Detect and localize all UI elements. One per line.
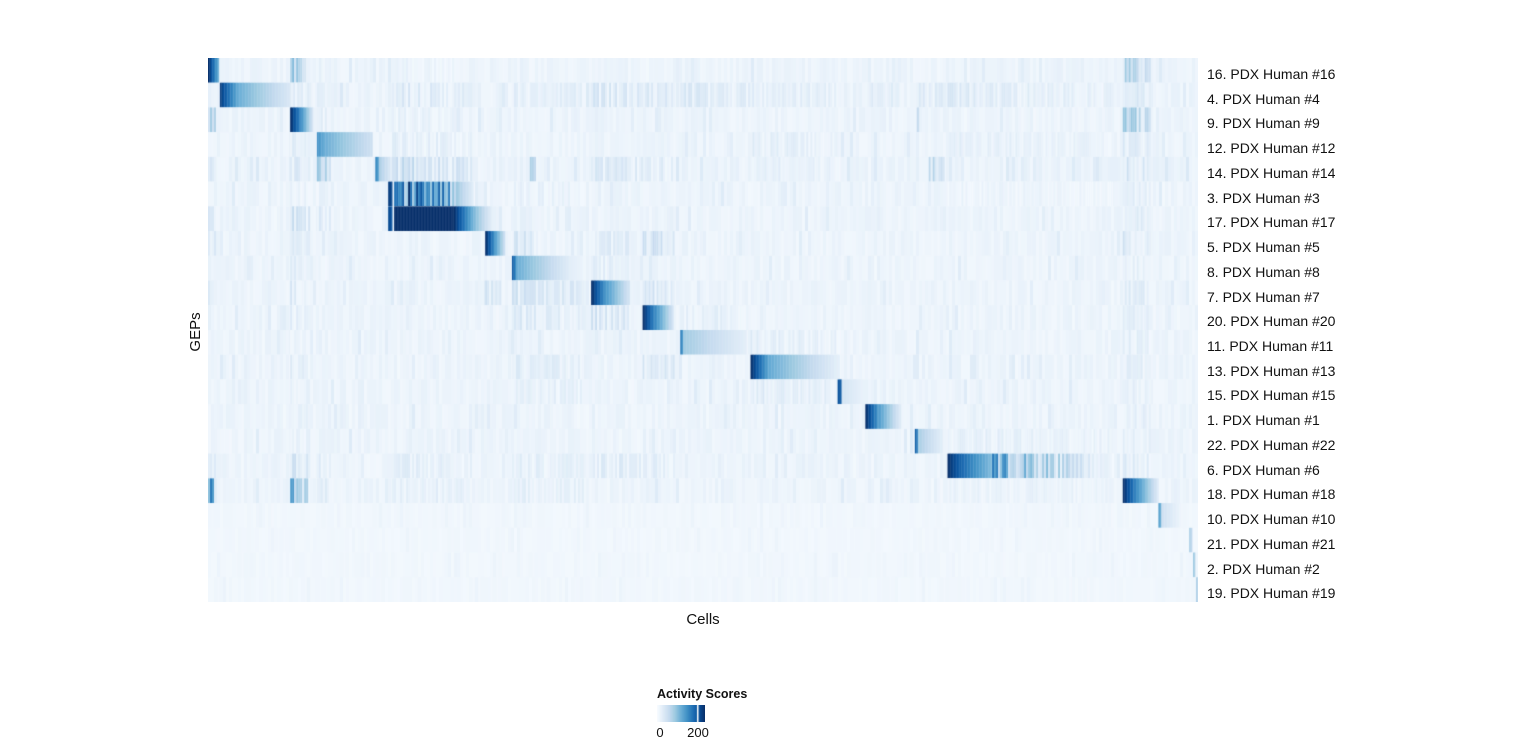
row-label: 8. PDX Human #8: [1207, 263, 1320, 280]
row-label: 11. PDX Human #11: [1207, 337, 1334, 354]
legend-ticks: 0 200: [656, 725, 708, 741]
x-axis-label: Cells: [686, 611, 720, 628]
legend-tick-0: 0: [656, 725, 664, 740]
row-label: 21. PDX Human #21: [1207, 535, 1336, 552]
row-label: 15. PDX Human #15: [1207, 387, 1336, 404]
row-label: 19. PDX Human #19: [1207, 585, 1336, 602]
row-label: 1. PDX Human #1: [1207, 412, 1320, 429]
row-label: 7. PDX Human #7: [1207, 288, 1320, 305]
y-axis-label: GEPs: [187, 312, 204, 352]
row-label: 20. PDX Human #20: [1207, 313, 1336, 330]
row-label: 16. PDX Human #16: [1207, 66, 1336, 82]
row-label: 3. PDX Human #3: [1207, 189, 1320, 206]
row-label: 13. PDX Human #13: [1207, 362, 1336, 379]
legend: Activity Scores 0 200: [656, 687, 797, 743]
legend-colorbar: [657, 705, 705, 722]
heatmap-canvas: [208, 58, 1198, 602]
row-label: 2. PDX Human #2: [1207, 560, 1320, 577]
row-label: 14. PDX Human #14: [1207, 164, 1336, 181]
row-label: 12. PDX Human #12: [1207, 140, 1336, 157]
row-label: 6. PDX Human #6: [1207, 461, 1320, 478]
row-label: 22. PDX Human #22: [1207, 436, 1336, 453]
row-label: 4. PDX Human #4: [1207, 90, 1320, 107]
legend-title: Activity Scores: [657, 687, 748, 701]
row-label: 10. PDX Human #10: [1207, 511, 1336, 528]
row-label: 5. PDX Human #5: [1207, 239, 1320, 256]
row-labels: 16. PDX Human #16 4. PDX Human #4 9. PDX H…: [1207, 58, 1407, 602]
row-label: 17. PDX Human #17: [1207, 214, 1336, 231]
row-label: 18. PDX Human #18: [1207, 486, 1336, 503]
legend-tick-200: 200: [687, 725, 709, 740]
row-label: 9. PDX Human #9: [1207, 115, 1320, 132]
